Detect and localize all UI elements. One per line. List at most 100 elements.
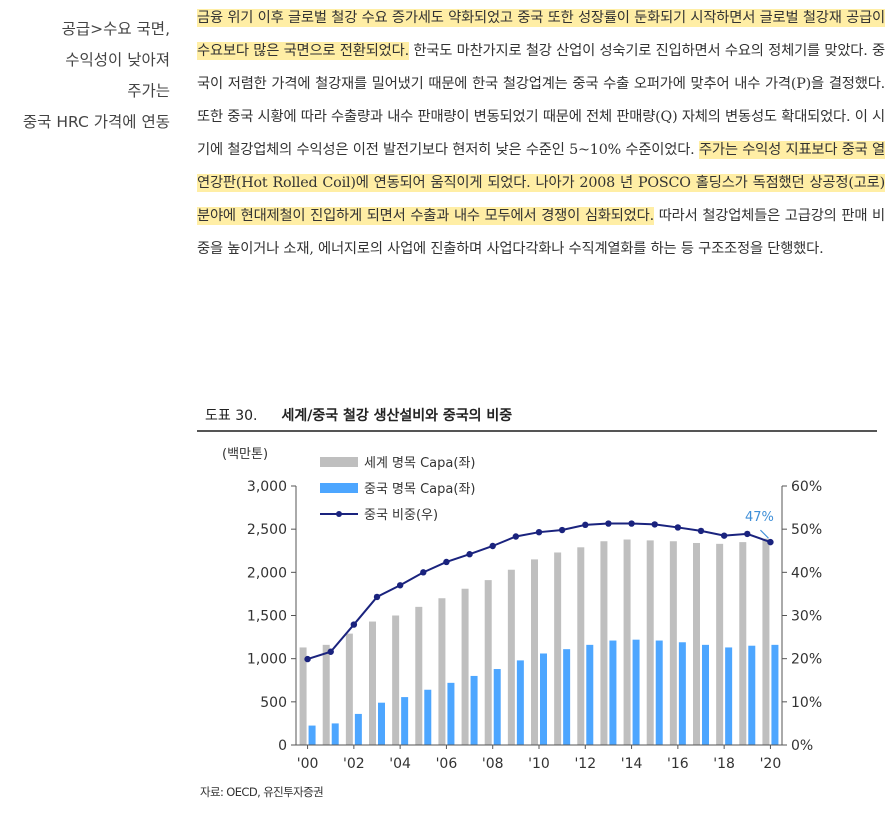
china-share-point [327, 648, 334, 655]
bar-china-capa [401, 697, 409, 745]
china-share-point [628, 520, 635, 527]
bar-china-capa [678, 642, 686, 745]
china-share-point [535, 528, 543, 536]
left-tick-label: 1,000 [247, 652, 287, 668]
china-share-point [373, 593, 381, 601]
legend-swatch-china [320, 483, 358, 493]
china-share-point [489, 542, 496, 550]
x-tick-label: '02 [343, 756, 365, 772]
bar-world-capa [507, 569, 515, 745]
x-tick-label: '20 [760, 756, 782, 772]
bar-world-capa [577, 547, 585, 745]
bar-china-capa [447, 682, 455, 745]
china-share-point [582, 521, 589, 529]
figure-source: 자료: OECD, 유진투자증권 [200, 785, 324, 799]
legend-swatch-world [320, 457, 358, 467]
legend-label-china: 중국 명목 Capa(좌) [364, 482, 475, 497]
bar-world-capa [484, 580, 492, 745]
bar-world-capa [600, 541, 608, 745]
x-tick-label: '00 [297, 756, 319, 772]
bar-world-capa [762, 538, 770, 745]
china-share-point [697, 527, 705, 535]
right-tick-label: 60% [791, 479, 822, 495]
bar-china-capa [516, 660, 524, 745]
china-share-point [720, 532, 728, 539]
right-tick-label: 30% [791, 609, 822, 625]
left-tick-label: 2,500 [247, 522, 287, 538]
legend-marker-share [336, 511, 342, 517]
china-share-point [674, 524, 682, 531]
x-tick-label: '06 [436, 756, 458, 772]
bar-china-capa [424, 689, 432, 745]
bar-china-capa [354, 713, 362, 745]
annotation-pointer [760, 529, 769, 539]
china-share-point [396, 582, 404, 589]
figure-divider [197, 430, 877, 432]
legend-label-share: 중국 비중(우) [364, 508, 438, 523]
bar-world-capa [345, 633, 353, 745]
sidebar-line: 주가는 [127, 82, 170, 100]
figure-title-text: 세계/중국 철강 생산설비와 중국의 비중 [281, 408, 513, 424]
china-share-point [304, 655, 311, 663]
bar-china-capa [563, 649, 571, 745]
right-tick-label: 10% [791, 695, 822, 711]
china-share-point [558, 526, 566, 534]
china-share-point [350, 621, 358, 628]
x-tick-label: '16 [667, 756, 689, 772]
body-segment: 따라서 철강업체들은 고급강의 판매 비중을 높이거나 소재, 에너지로의 사업… [197, 208, 885, 257]
chart-legend: 세계 명목 Capa(좌) 중국 명목 Capa(좌) 중국 비중(우) [320, 456, 475, 523]
sidebar-line: 중국 HRC 가격에 연동 [22, 113, 170, 131]
body-paragraph: 금융 위기 이후 글로벌 철강 수요 증가세도 약화되었고 중국 또한 성장률이… [197, 2, 885, 266]
x-tick-label: '04 [389, 756, 411, 772]
bar-china-capa [493, 669, 501, 745]
bar-china-capa [771, 644, 779, 745]
bar-world-capa [392, 615, 400, 745]
right-tick-label: 0% [791, 738, 813, 754]
left-tick-label: 3,000 [247, 479, 287, 495]
bar-world-capa [646, 540, 654, 745]
bar-world-capa [369, 621, 376, 745]
x-tick-label: '18 [713, 756, 735, 772]
china-share-line [307, 522, 771, 661]
body-segment: 한국도 마찬가지로 철강 산업이 성숙기로 진입하면서 수요의 정체기를 맞았다… [197, 43, 885, 158]
bar-china-capa [632, 639, 640, 745]
bar-world-capa [693, 542, 700, 745]
x-tick-label: '14 [621, 756, 643, 772]
bar-world-capa [438, 598, 446, 745]
bar-china-capa [609, 640, 617, 745]
bar-world-capa [322, 644, 330, 745]
figure-number: 도표 30. [205, 408, 258, 424]
left-tick-label: 0 [278, 738, 287, 754]
bar-world-capa [739, 542, 747, 745]
x-tick-label: '10 [528, 756, 550, 772]
sidebar-summary: 공급>수요 국면, 수익성이 낮아져 주가는 중국 HRC 가격에 연동 [0, 14, 170, 138]
share-annotation: 47% [745, 510, 774, 525]
left-axis-unit: (백만톤) [222, 447, 268, 462]
bar-china-capa [308, 725, 316, 745]
bar-world-capa [531, 559, 538, 745]
bar-china-capa [540, 653, 547, 745]
bar-china-capa [655, 640, 663, 745]
bar-world-capa [716, 543, 724, 745]
china-share-point [651, 521, 658, 528]
bar-world-capa [554, 552, 562, 745]
x-tick-label: '12 [574, 756, 596, 772]
left-tick-label: 2,000 [247, 565, 287, 581]
left-tick-label: 1,500 [247, 609, 287, 625]
sidebar-line: 수익성이 낮아져 [65, 51, 170, 69]
china-share-point [512, 533, 520, 540]
bar-world-capa [299, 647, 307, 745]
china-share-point [744, 530, 751, 538]
bar-world-capa [623, 539, 631, 745]
china-share-point [605, 520, 612, 527]
figure-title: 도표 30. 세계/중국 철강 생산설비와 중국의 비중 [205, 405, 512, 425]
china-share-point [767, 538, 774, 546]
bar-china-capa [748, 645, 756, 745]
sidebar-line: 공급>수요 국면, [61, 20, 170, 38]
bar-world-capa [415, 606, 423, 745]
bar-world-capa [669, 541, 677, 745]
bar-world-capa [461, 588, 469, 745]
china-share-point [466, 551, 473, 558]
bar-china-capa [378, 702, 385, 745]
right-tick-label: 20% [791, 652, 822, 668]
